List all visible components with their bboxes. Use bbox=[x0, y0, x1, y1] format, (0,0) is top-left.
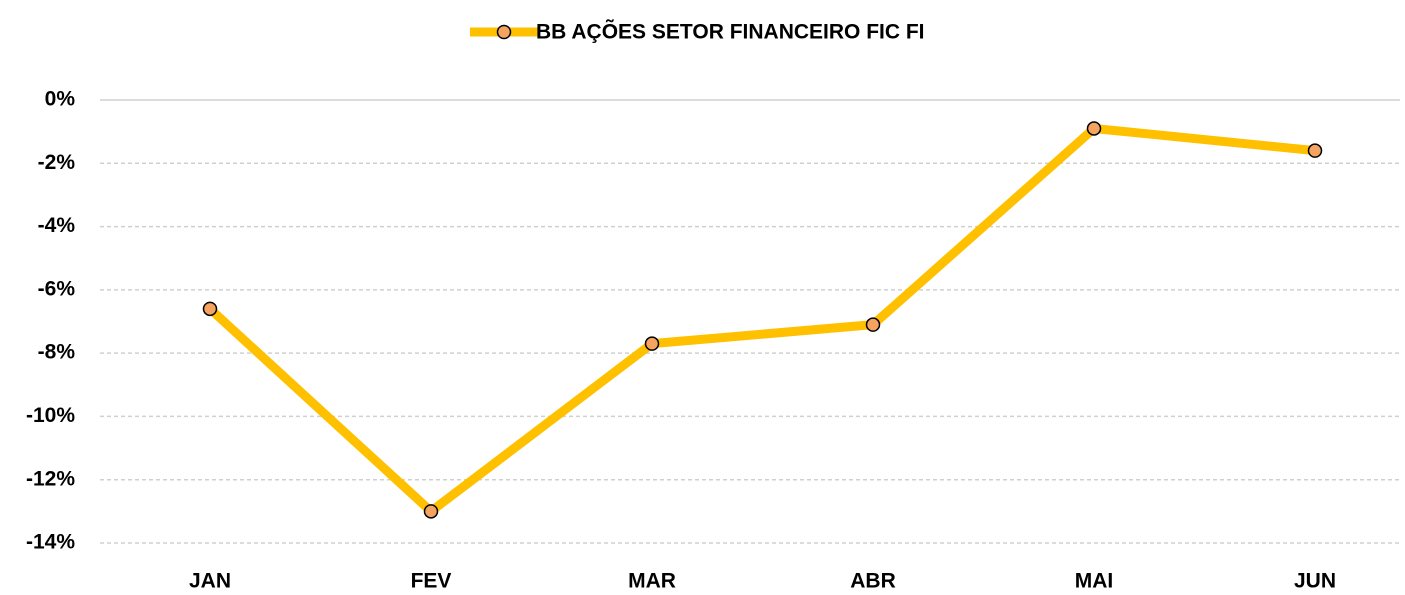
y-tick-label: -12% bbox=[26, 467, 75, 490]
y-tick-label: -4% bbox=[38, 214, 76, 237]
x-tick-label: FEV bbox=[411, 570, 452, 593]
marker bbox=[865, 317, 881, 332]
marker bbox=[423, 504, 439, 519]
y-tick-label: -10% bbox=[26, 404, 75, 427]
x-tick-label: MAI bbox=[1075, 570, 1114, 593]
marker bbox=[202, 301, 218, 317]
y-tick-label: -14% bbox=[26, 531, 75, 554]
series-line bbox=[206, 123, 1316, 516]
x-tick-label: JUN bbox=[1294, 570, 1336, 593]
marker bbox=[1307, 143, 1323, 158]
y-tick-label: -8% bbox=[38, 341, 76, 364]
legend-label: BB AÇÕES SETOR FINANCEIRO FIC FI bbox=[536, 20, 925, 44]
legend-marker bbox=[496, 24, 512, 40]
y-tick-label: -6% bbox=[38, 277, 76, 300]
y-tick-label: -2% bbox=[38, 151, 76, 174]
x-tick-label: MAR bbox=[628, 570, 676, 593]
x-tick-label: ABR bbox=[850, 570, 896, 593]
marker bbox=[644, 336, 660, 351]
y-tick-label: 0% bbox=[45, 88, 76, 111]
x-tick-label: JAN bbox=[189, 570, 231, 593]
marker bbox=[1086, 121, 1102, 136]
